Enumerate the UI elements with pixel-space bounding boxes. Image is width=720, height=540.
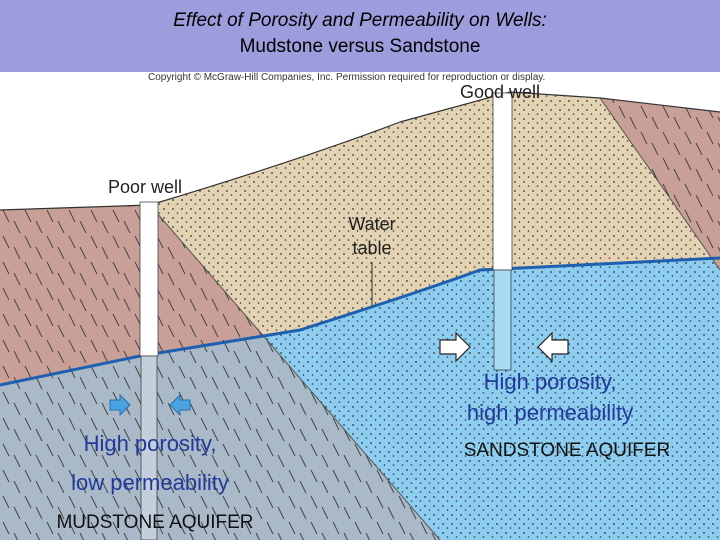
arrow (537, 331, 569, 363)
description: low permeability (71, 470, 229, 495)
subtitle: Mudstone versus Sandstone (240, 36, 481, 57)
copyright: Copyright © McGraw-Hill Companies, Inc. … (148, 72, 545, 83)
label: Poor well (108, 177, 182, 197)
label: Water (348, 214, 395, 234)
wells (109, 92, 569, 540)
label: table (352, 238, 391, 258)
geology (0, 91, 720, 540)
description: High porosity, (484, 369, 617, 394)
header-band (0, 0, 720, 72)
aquifer-name: MUDSTONE AQUIFER (56, 512, 253, 533)
good-well (492, 92, 513, 271)
label: Good well (460, 82, 540, 102)
description: high permeability (467, 400, 633, 425)
arrow (109, 393, 131, 417)
aquifer-name: SANDSTONE AQUIFER (464, 440, 671, 461)
water-table-line (0, 256, 720, 387)
title: Effect of Porosity and Permeability on W… (173, 10, 546, 31)
description: High porosity, (84, 431, 217, 456)
arrow (169, 393, 191, 417)
arrow (439, 331, 471, 363)
poor-well (139, 201, 159, 357)
